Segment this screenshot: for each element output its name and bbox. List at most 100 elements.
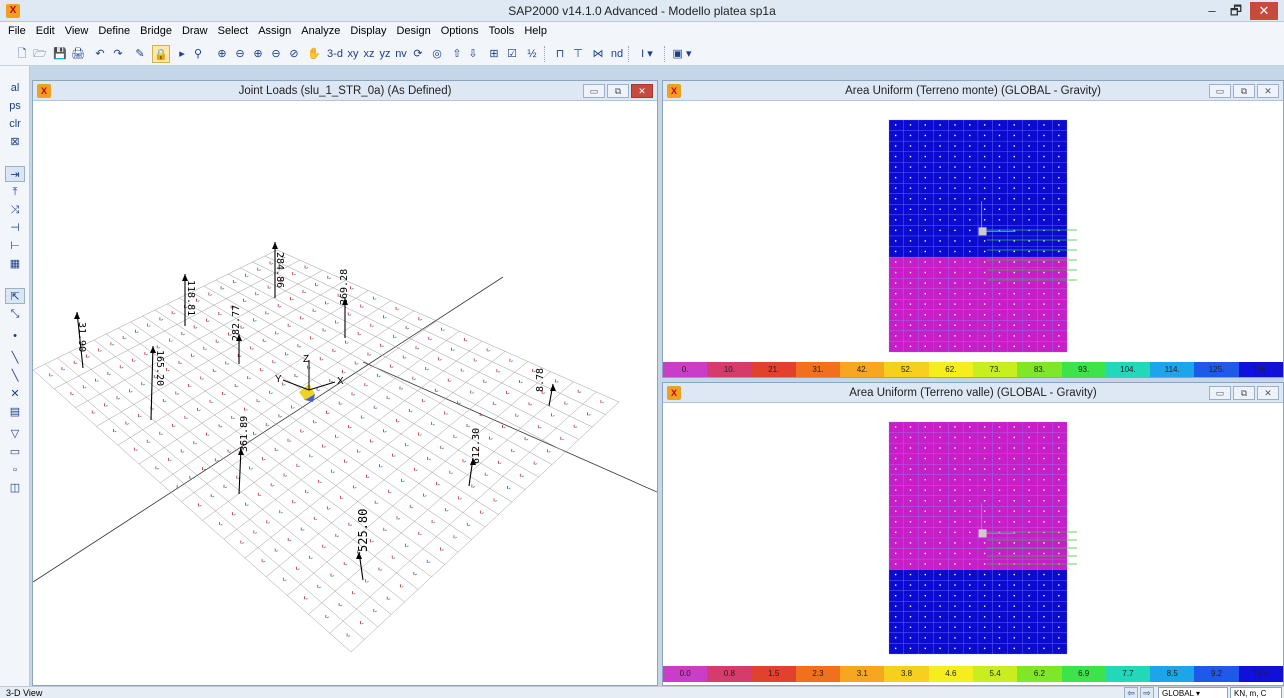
maximize-button[interactable]: 🗗 <box>1229 3 1243 18</box>
window-close-button[interactable]: ✕ <box>631 84 653 98</box>
grid-icon[interactable]: ⊞ <box>489 48 499 60</box>
joint-loads-window[interactable]: X Joint Loads (slu_1_STR_0a) (As Defined… <box>32 80 658 686</box>
area-monte-window[interactable]: X Area Uniform (Terreno monte) (GLOBAL -… <box>662 80 1284 378</box>
open-file-icon[interactable]: 🗁 <box>33 48 47 60</box>
area-valle-plan-view[interactable] <box>663 404 1283 666</box>
redo-icon[interactable]: ↷ <box>113 48 123 60</box>
menu-file[interactable]: File <box>8 25 26 37</box>
window-restore-button[interactable]: ⧉ <box>1233 84 1255 98</box>
snap-joint-icon[interactable]: ⇥ <box>5 166 25 182</box>
lock-icon[interactable]: 🔒 <box>152 45 170 63</box>
snap-intersect-icon[interactable]: ⤨ <box>10 204 20 216</box>
pan-icon[interactable]: ✋ <box>307 48 321 60</box>
draw-frame-icon[interactable]: ╲ <box>11 352 19 364</box>
zoom-in-icon[interactable]: ⊕ <box>253 48 263 60</box>
menu-define[interactable]: Define <box>98 25 131 37</box>
draw-cable-icon[interactable]: ╲ <box>11 370 19 382</box>
window-restore-button[interactable]: ⧉ <box>1233 386 1255 400</box>
text-cursor-icon[interactable]: I ▾ <box>641 48 653 60</box>
view-yz-button[interactable]: yz <box>379 48 391 60</box>
window-close-button[interactable]: ✕ <box>1257 386 1279 400</box>
display-options-icon[interactable]: ▣ ▾ <box>672 48 692 60</box>
draw-solid-icon[interactable]: ◫ <box>9 482 21 494</box>
new-file-icon[interactable]: 🗋 <box>17 48 27 60</box>
zoom-window-icon[interactable]: ⊕ <box>217 48 227 60</box>
previous-view-icon[interactable]: ⇦ <box>1124 687 1138 698</box>
area-cell-dot <box>939 436 941 439</box>
area-cell-dot <box>924 489 926 491</box>
menu-options[interactable]: Options <box>440 25 479 37</box>
draw-link-icon[interactable]: ✕ <box>10 388 20 400</box>
view-nv-button[interactable]: nv <box>395 48 407 60</box>
menu-bridge[interactable]: Bridge <box>140 25 172 37</box>
reshape-icon[interactable]: ⤡ <box>10 308 20 320</box>
intersect-icon[interactable]: ⊠ <box>10 136 20 148</box>
joint-loads-canvas[interactable]: Z Y X 284.86 118.81 269.28 282.77 31.90 … <box>33 102 657 685</box>
minimize-button[interactable]: ‒ <box>1208 3 1216 18</box>
view-xy-button[interactable]: xy <box>347 48 359 60</box>
frame-section-icon[interactable]: ⊤ <box>573 48 583 60</box>
sap2000-app-icon[interactable]: X <box>6 4 20 18</box>
draw-joint-icon[interactable]: • <box>13 330 17 342</box>
menu-display[interactable]: Display <box>350 25 387 37</box>
quick-area-icon[interactable]: ▫ <box>13 464 17 476</box>
next-view-icon[interactable]: ⇨ <box>1140 687 1154 698</box>
zoom-restore-icon[interactable]: ⊖ <box>235 48 245 60</box>
menu-draw[interactable]: Draw <box>181 25 208 37</box>
menu-analyze[interactable]: Analyze <box>301 25 341 37</box>
frame-icon[interactable]: ⊓ <box>555 48 565 60</box>
run-icon[interactable]: ▸ <box>179 48 185 60</box>
snap-line-icon[interactable]: ⊢ <box>10 240 20 252</box>
area-valle-window[interactable]: X Area Uniform (Terreno valle) (GLOBAL -… <box>662 382 1284 686</box>
draw-rect-area-icon[interactable]: ▭ <box>9 446 21 458</box>
undo-icon[interactable]: ↶ <box>95 48 105 60</box>
close-button[interactable]: ✕ <box>1250 2 1278 20</box>
fraction-icon[interactable]: ½ <box>527 48 537 60</box>
mesh-icon[interactable]: ⋈ <box>592 48 604 60</box>
clr-select-icon[interactable]: clr <box>9 118 21 130</box>
area-cell <box>903 506 919 518</box>
window-minimize-button[interactable]: ▭ <box>1209 84 1231 98</box>
ps-select-icon[interactable]: ps <box>9 100 21 112</box>
menu-help[interactable]: Help <box>524 25 547 37</box>
coordinate-system-select[interactable]: GLOBAL ▾ <box>1158 687 1228 698</box>
perspective-icon[interactable]: ◎ <box>432 48 442 60</box>
select-pointer-icon[interactable]: ⇱ <box>5 288 25 304</box>
area-monte-plan-view[interactable] <box>663 102 1283 362</box>
area-valle-canvas[interactable]: 0.0 0.8 1.5 2.3 3.1 3.8 4.6 5.4 6.2 6.9 7.7 8.5 9.2 1… <box>663 404 1283 685</box>
snap-grid-icon[interactable]: ▦ <box>9 258 21 270</box>
local-axis-tick <box>467 425 471 428</box>
window-minimize-button[interactable]: ▭ <box>583 84 605 98</box>
window-close-button[interactable]: ✕ <box>1257 84 1279 98</box>
area-monte-canvas[interactable]: 0. 10. 21. 31. 42. 52. 62. 73. 83. 93. 104. 114. 125… <box>663 102 1283 377</box>
area-cell <box>948 151 964 163</box>
menu-assign[interactable]: Assign <box>258 25 292 37</box>
menu-edit[interactable]: Edit <box>35 25 55 37</box>
rotate-icon[interactable]: ⟳ <box>413 48 423 60</box>
print-icon[interactable]: 🖨 <box>71 48 85 60</box>
down-icon[interactable]: ⇩ <box>468 48 478 60</box>
window-minimize-button[interactable]: ▭ <box>1209 386 1231 400</box>
draw-section-icon[interactable]: ▤ <box>9 406 21 418</box>
view-xz-button[interactable]: xz <box>363 48 375 60</box>
pencil-icon[interactable]: ✎ <box>135 48 145 60</box>
window-restore-button[interactable]: ⧉ <box>607 84 629 98</box>
menu-design[interactable]: Design <box>396 25 431 37</box>
joint-loads-3d-view[interactable]: Z Y X 284.86 118.81 269.28 282.77 31.90 … <box>33 102 657 685</box>
up-icon[interactable]: ⇧ <box>452 48 462 60</box>
all-select-icon[interactable]: al <box>10 82 20 94</box>
save-icon[interactable]: 💾 <box>53 48 67 60</box>
units-select[interactable]: KN, m, C <box>1230 687 1282 698</box>
nd-button[interactable]: nd <box>610 48 624 60</box>
zoom-full-icon[interactable]: ⊘ <box>289 48 299 60</box>
draw-poly-area-icon[interactable]: ▽ <box>10 428 20 440</box>
pointer-icon[interactable]: ⚲ <box>193 48 203 60</box>
zoom-out-icon[interactable]: ⊖ <box>271 48 281 60</box>
view-3d-button[interactable]: 3-d <box>327 48 343 60</box>
menu-view[interactable]: View <box>64 25 89 37</box>
snap-mid-icon[interactable]: ⤒ <box>12 186 18 198</box>
menu-tools[interactable]: Tools <box>488 25 515 37</box>
checkbox-icon[interactable]: ☑ <box>507 48 517 60</box>
snap-perpendicular-icon[interactable]: ⊣ <box>10 222 20 234</box>
menu-select[interactable]: Select <box>217 25 249 37</box>
